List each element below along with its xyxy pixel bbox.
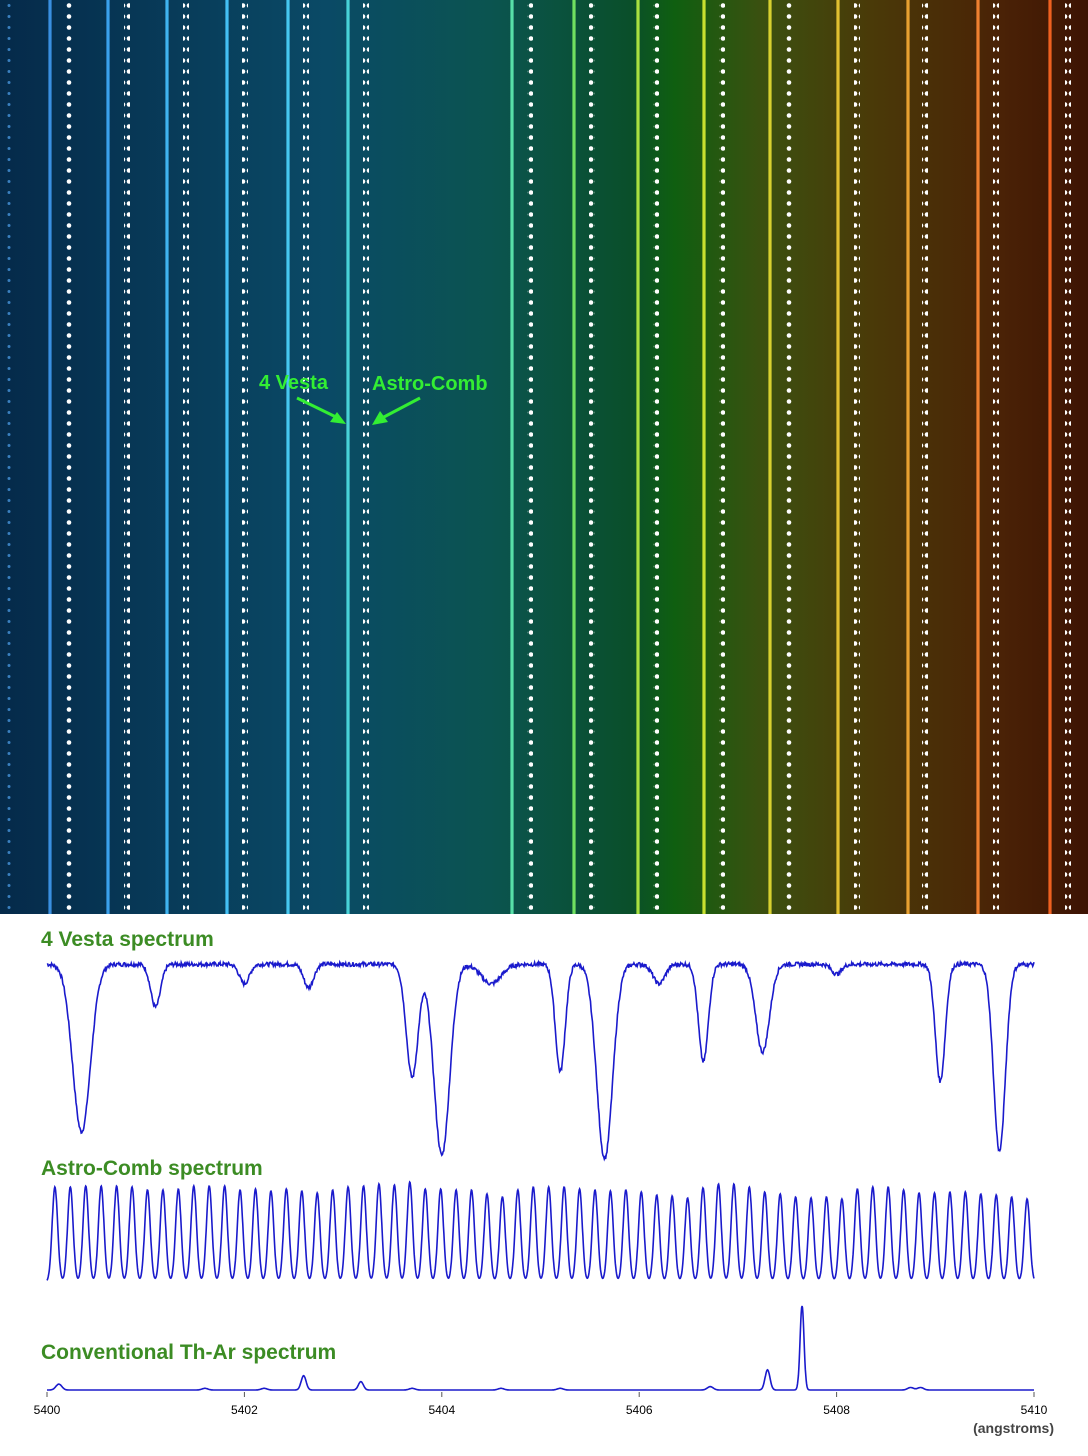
science-line [976,0,980,914]
comb-dot-line [993,0,999,914]
comb-dot-line [363,0,369,914]
comb-dot-line [183,0,189,914]
science-line [48,0,52,914]
comb-dot-line [589,0,595,914]
science-line [768,0,772,914]
x-tick-label: 5402 [231,1403,258,1417]
science-line [165,0,169,914]
science-line [906,0,910,914]
comb-dot-line [66,0,72,914]
x-tick-label: 5400 [34,1403,61,1417]
comb-dot-line [124,0,130,914]
comb-dot-line [786,0,792,914]
science-fiber-lines [48,0,1052,914]
astro-comb-spectrum-line [46,1180,1035,1281]
science-line [636,0,640,914]
science-line [836,0,840,914]
science-line [286,0,290,914]
science-line [106,0,110,914]
comb-dot-line [5,0,11,914]
comb-dot-line [242,0,248,914]
arrow-vesta [296,396,346,424]
x-tick-label: 5410 [1021,1403,1048,1417]
science-line [225,0,229,914]
comb-dot-line [922,0,928,914]
label-astro-comb: Astro-Comb [372,373,488,395]
spectrograph-image [0,0,1088,914]
science-line [346,0,350,914]
comb-fiber-dot-lines [5,0,1071,914]
title-astro-comb-spectrum: Astro-Comb spectrum [41,1157,263,1180]
x-tick-label: 5404 [428,1403,455,1417]
science-line [702,0,706,914]
comb-dot-line [653,0,659,914]
x-axis: 5400 5402 5404 5406 5408 5410 [34,1392,1048,1417]
x-tick-label: 5406 [626,1403,653,1417]
arrow-astro-comb [372,396,421,425]
label-4-vesta: 4 Vesta [259,372,328,394]
comb-dot-line [303,0,309,914]
comb-dot-line [1065,0,1071,914]
science-line [572,0,576,914]
science-line [1048,0,1052,914]
comb-dot-line [854,0,860,914]
x-tick-label: 5408 [823,1403,850,1417]
title-th-ar-spectrum: Conventional Th-Ar spectrum [41,1341,337,1364]
vesta-spectrum-line [46,959,1035,1162]
spectra-plot-area: 5400 5402 5404 5406 5408 5410 [34,959,1048,1417]
science-line [510,0,514,914]
comb-dot-line [719,0,725,914]
th-ar-spectrum-line [47,1305,1034,1391]
x-axis-unit-label: (angstroms) [973,1420,1054,1436]
title-4-vesta-spectrum: 4 Vesta spectrum [41,928,214,951]
comb-dot-line [527,0,533,914]
spectra-plots: 4 Vesta spectrum Astro-Comb spectrum Con… [0,914,1088,1456]
